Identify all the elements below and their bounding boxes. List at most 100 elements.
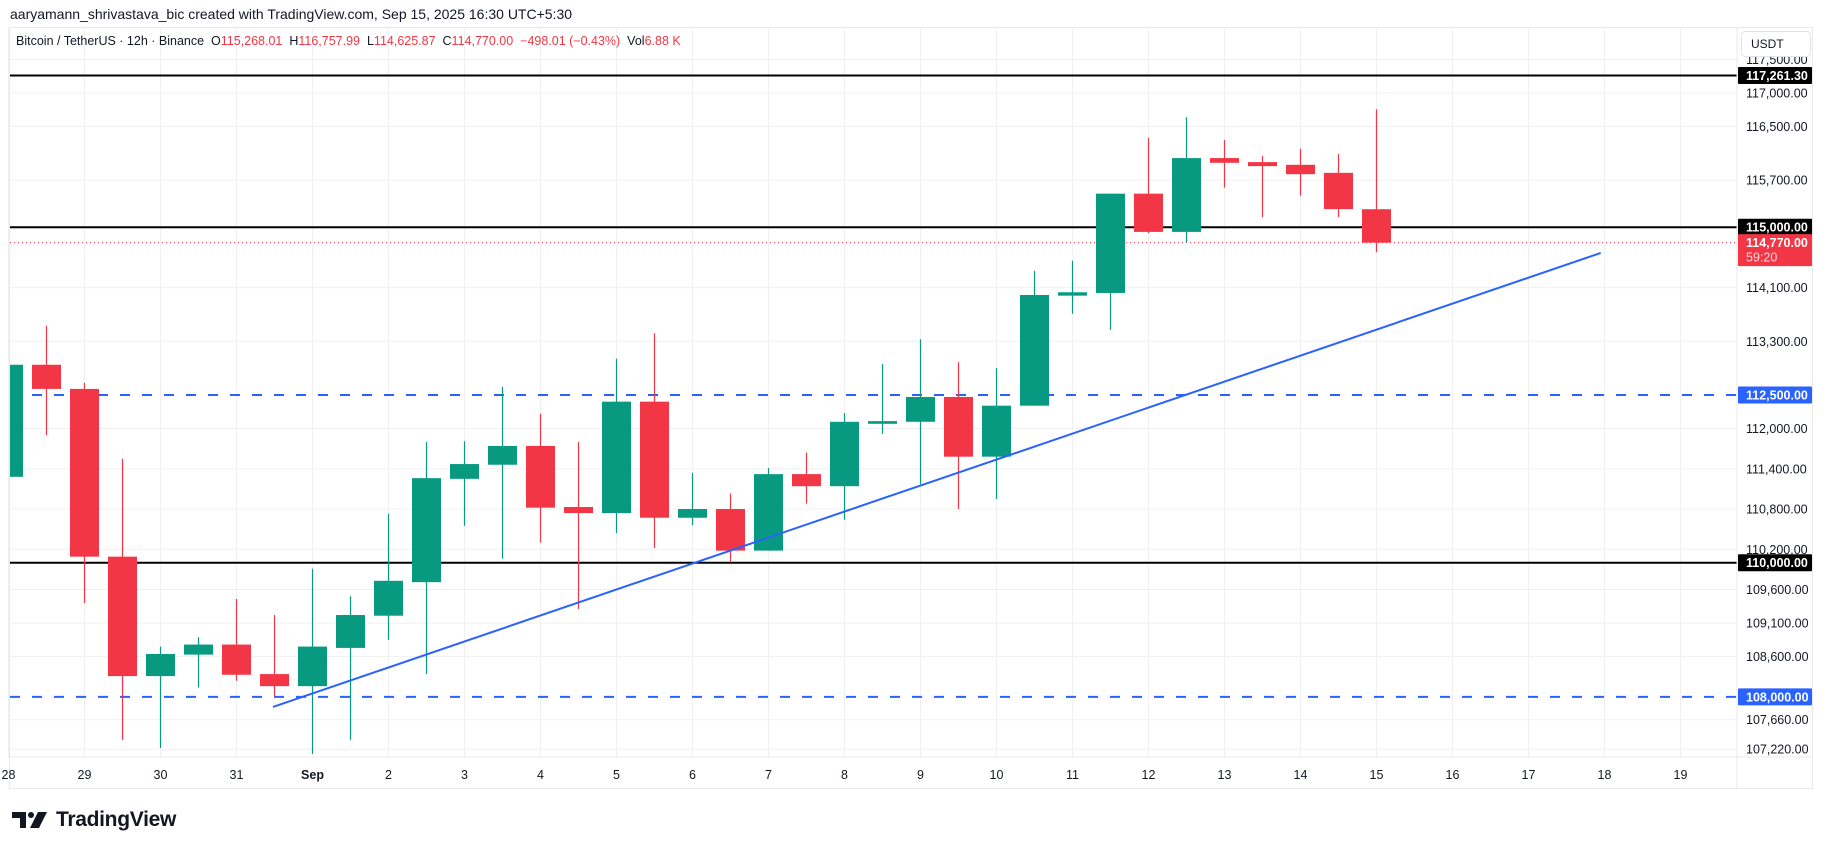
time-tick-label: 5 (613, 768, 620, 782)
candle-body (146, 653, 175, 677)
time-tick-label: 15 (1370, 768, 1384, 782)
candle-body (1058, 292, 1087, 296)
candle (640, 333, 669, 548)
candle (32, 325, 61, 436)
open-value: 115,268.01 (220, 34, 283, 48)
candle (146, 646, 175, 748)
symbol-name[interactable]: Bitcoin / TetherUS · 12h · Binance (16, 34, 205, 48)
price-tick-label: 111,400.00 (1746, 462, 1807, 476)
candle-body (184, 644, 213, 655)
bar-countdown: 59:20 (1746, 251, 1777, 265)
time-tick-label: 3 (461, 768, 468, 782)
candle (1210, 139, 1239, 188)
candle (1286, 148, 1315, 196)
candle (944, 362, 973, 510)
candle-body (412, 478, 441, 583)
open-label: O (211, 34, 221, 48)
candle (184, 637, 213, 688)
candle-body (260, 674, 289, 687)
candle-body (1020, 294, 1049, 406)
candle-body (1210, 158, 1239, 163)
price-tick-label: 110,200.00 (1746, 543, 1808, 557)
time-tick-label: 10 (990, 768, 1004, 782)
currency-button[interactable]: USDT (1741, 31, 1811, 57)
level-price-badge: 110,000.00 (1746, 556, 1808, 570)
last-price-badge-bg (1738, 234, 1812, 267)
level-price-badge: 112,500.00 (1746, 388, 1808, 402)
time-axis[interactable]: 28 29 30 31 Sep 2 3 4 5 6 7 8 9 10 11 12 13 14 15 16 17 18 19 (2, 756, 1812, 782)
candle-body (10, 364, 23, 477)
candle (412, 441, 441, 675)
candle-body (716, 509, 745, 551)
tradingview-logo[interactable]: TradingView (12, 808, 176, 832)
candle (982, 368, 1011, 499)
level-price-badge: 117,261.30 (1746, 69, 1808, 83)
candle-body (526, 445, 555, 508)
low-value: 114,625.87 (373, 34, 436, 48)
candle-body (298, 646, 327, 687)
price-tick-label: 107,220.00 (1746, 743, 1809, 757)
time-tick-label: 18 (1598, 768, 1612, 782)
low-label: L (366, 34, 374, 48)
price-tick-label: 108,600.00 (1746, 650, 1809, 664)
candle-body (640, 401, 669, 518)
candle (716, 493, 745, 563)
price-tick-label: 116,500.00 (1746, 120, 1808, 134)
time-tick-label: 31 (230, 768, 244, 782)
time-tick-label: 6 (689, 768, 696, 782)
time-tick-label: 28 (2, 768, 16, 782)
candle (450, 441, 479, 526)
level-price-badge-bg (1738, 554, 1812, 572)
candle (374, 513, 403, 640)
price-tick-label: 109,600.00 (1746, 583, 1809, 597)
candle (1134, 137, 1163, 234)
close-label: C (442, 34, 452, 48)
price-tick-label: 112,000.00 (1746, 422, 1808, 436)
candle-body (830, 421, 859, 487)
level-price-badge: 108,000.00 (1746, 690, 1809, 704)
candle (1020, 270, 1049, 406)
price-tick-label: 113,300.00 (1746, 335, 1808, 349)
volume-value: 6.88 K (644, 34, 681, 48)
candle-body (602, 401, 631, 514)
candle-body (982, 405, 1011, 457)
candle (1248, 156, 1277, 218)
time-tick-label: 2 (385, 768, 392, 782)
candle-body (944, 396, 973, 457)
price-axis[interactable]: 117,500.00117,000.00116,500.00115,700.00… (1736, 28, 1812, 788)
candle (830, 413, 859, 520)
time-tick-label: 14 (1294, 768, 1308, 782)
candle (1096, 193, 1125, 330)
candle-body (488, 445, 517, 465)
price-tick-label: 107,660.00 (1746, 713, 1809, 727)
time-tick-label: 13 (1218, 768, 1232, 782)
candle (678, 472, 707, 526)
symbol-legend: Bitcoin / TetherUS · 12h · Binance O115,… (16, 34, 681, 48)
tradingview-logo-icon (12, 812, 47, 828)
candle (1362, 109, 1391, 253)
price-tick-label: 114,100.00 (1746, 281, 1808, 295)
candle (906, 339, 935, 485)
volume-label: Vol (627, 34, 645, 48)
candle-body (1248, 162, 1277, 167)
candle-body (1362, 209, 1391, 243)
candle-body (754, 474, 783, 551)
time-tick-label: 9 (917, 768, 924, 782)
candle-body (222, 644, 251, 675)
time-tick-label: 17 (1522, 768, 1536, 782)
candle (10, 364, 23, 477)
candle-body (1172, 158, 1201, 232)
trend-line (272, 252, 1602, 708)
candle (1058, 260, 1087, 314)
candle (108, 458, 137, 740)
level-price-badge-bg (1738, 218, 1812, 236)
price-tick-label: 109,100.00 (1746, 617, 1809, 631)
level-price-badge-bg (1738, 386, 1812, 404)
candle-body (906, 396, 935, 422)
candle (1324, 154, 1353, 218)
time-tick-label: 4 (537, 768, 544, 782)
time-tick-label: 12 (1142, 768, 1156, 782)
price-tick-label: 117,000.00 (1746, 87, 1808, 101)
level-price-badge-bg (1738, 688, 1812, 706)
